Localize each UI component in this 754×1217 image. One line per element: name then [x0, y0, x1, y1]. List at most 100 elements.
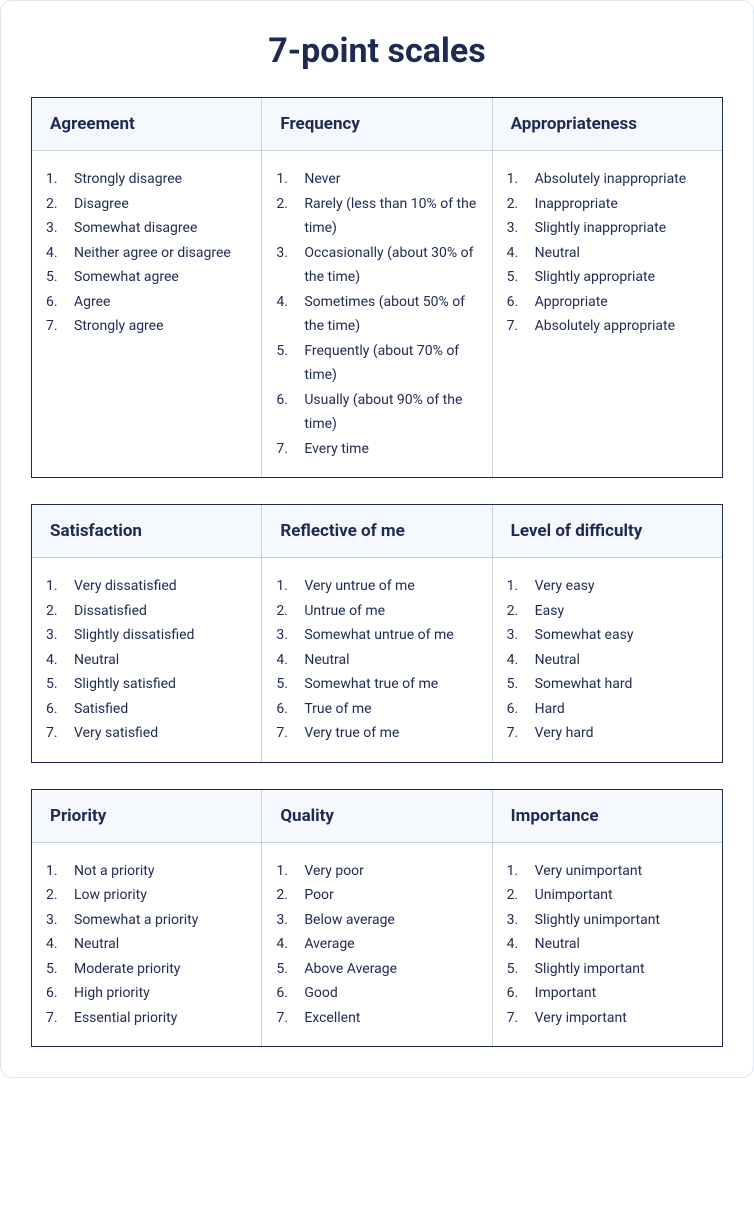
scale-item: Somewhat a priority [46, 908, 249, 933]
scale-col-appropriateness: Appropriateness Absolutely inappropriate… [493, 98, 722, 477]
scale-col-agreement: Agreement Strongly disagree Disagree Som… [32, 98, 262, 477]
scale-body: Very unimportant Unimportant Slightly un… [493, 843, 722, 1047]
scale-item: Very untrue of me [276, 574, 479, 599]
scale-item: Never [276, 167, 479, 192]
scale-item: Strongly agree [46, 314, 249, 339]
scale-item: Easy [507, 599, 710, 624]
scale-item: Somewhat disagree [46, 216, 249, 241]
scale-item: Rarely (less than 10% of the time) [276, 192, 479, 241]
scale-item: Neutral [507, 932, 710, 957]
scale-heading: Frequency [262, 98, 491, 151]
scale-item: Essential priority [46, 1006, 249, 1031]
scale-item: Somewhat agree [46, 265, 249, 290]
scale-col-satisfaction: Satisfaction Very dissatisfied Dissatisf… [32, 505, 262, 762]
scales-card: 7-point scales Agreement Strongly disagr… [0, 0, 754, 1078]
scale-item: Not a priority [46, 859, 249, 884]
scale-item: Disagree [46, 192, 249, 217]
scale-list: Very untrue of me Untrue of me Somewhat … [276, 574, 479, 746]
scale-heading: Appropriateness [493, 98, 722, 151]
scale-body: Absolutely inappropriate Inappropriate S… [493, 151, 722, 355]
scale-item: Satisfied [46, 697, 249, 722]
scale-item: Slightly appropriate [507, 265, 710, 290]
scale-row-1: Agreement Strongly disagree Disagree Som… [31, 97, 723, 478]
scale-heading: Importance [493, 790, 722, 843]
scale-item: Slightly dissatisfied [46, 623, 249, 648]
scale-heading: Level of difficulty [493, 505, 722, 558]
scale-body: Never Rarely (less than 10% of the time)… [262, 151, 491, 477]
scale-list: Never Rarely (less than 10% of the time)… [276, 167, 479, 461]
page-title: 7-point scales [31, 31, 723, 71]
scale-item: Unimportant [507, 883, 710, 908]
scale-item: Slightly satisfied [46, 672, 249, 697]
scale-item: Very easy [507, 574, 710, 599]
scale-item: Very unimportant [507, 859, 710, 884]
scale-item: Frequently (about 70% of time) [276, 339, 479, 388]
scale-item: Low priority [46, 883, 249, 908]
scale-item: Inappropriate [507, 192, 710, 217]
scale-body: Very dissatisfied Dissatisfied Slightly … [32, 558, 261, 762]
scale-col-difficulty: Level of difficulty Very easy Easy Somew… [493, 505, 722, 762]
scale-item: Poor [276, 883, 479, 908]
scale-item: Untrue of me [276, 599, 479, 624]
scale-item: Neither agree or disagree [46, 241, 249, 266]
scale-heading: Satisfaction [32, 505, 261, 558]
scale-item: Moderate priority [46, 957, 249, 982]
scale-body: Very untrue of me Untrue of me Somewhat … [262, 558, 491, 762]
scale-list: Very easy Easy Somewhat easy Neutral Som… [507, 574, 710, 746]
scale-item: High priority [46, 981, 249, 1006]
scale-item: Very hard [507, 721, 710, 746]
scale-item: Neutral [46, 932, 249, 957]
scale-item: Appropriate [507, 290, 710, 315]
scale-item: Slightly inappropriate [507, 216, 710, 241]
scale-item: Somewhat hard [507, 672, 710, 697]
scale-col-quality: Quality Very poor Poor Below average Ave… [262, 790, 492, 1047]
scale-list: Absolutely inappropriate Inappropriate S… [507, 167, 710, 339]
scale-item: Below average [276, 908, 479, 933]
scale-item: Neutral [507, 241, 710, 266]
scale-heading: Reflective of me [262, 505, 491, 558]
scale-col-priority: Priority Not a priority Low priority Som… [32, 790, 262, 1047]
scale-col-importance: Importance Very unimportant Unimportant … [493, 790, 722, 1047]
scale-item: Very true of me [276, 721, 479, 746]
scale-item: Somewhat true of me [276, 672, 479, 697]
scale-item: Absolutely appropriate [507, 314, 710, 339]
scale-body: Not a priority Low priority Somewhat a p… [32, 843, 261, 1047]
scale-item: Very poor [276, 859, 479, 884]
scale-item: Important [507, 981, 710, 1006]
scale-item: Agree [46, 290, 249, 315]
scale-item: Very dissatisfied [46, 574, 249, 599]
scale-heading: Quality [262, 790, 491, 843]
scale-item: Above Average [276, 957, 479, 982]
scale-item: Very satisfied [46, 721, 249, 746]
scale-item: Excellent [276, 1006, 479, 1031]
scale-body: Very poor Poor Below average Average Abo… [262, 843, 491, 1047]
scale-item: Slightly important [507, 957, 710, 982]
scale-item: Neutral [276, 648, 479, 673]
scale-item: Hard [507, 697, 710, 722]
scale-list: Very dissatisfied Dissatisfied Slightly … [46, 574, 249, 746]
scale-item: True of me [276, 697, 479, 722]
scale-col-frequency: Frequency Never Rarely (less than 10% of… [262, 98, 492, 477]
scale-item: Sometimes (about 50% of the time) [276, 290, 479, 339]
scale-item: Slightly unimportant [507, 908, 710, 933]
scale-list: Not a priority Low priority Somewhat a p… [46, 859, 249, 1031]
scale-item: Somewhat easy [507, 623, 710, 648]
scale-list: Strongly disagree Disagree Somewhat disa… [46, 167, 249, 339]
scale-item: Absolutely inappropriate [507, 167, 710, 192]
scale-heading: Agreement [32, 98, 261, 151]
scale-list: Very unimportant Unimportant Slightly un… [507, 859, 710, 1031]
scale-item: Average [276, 932, 479, 957]
scale-item: Dissatisfied [46, 599, 249, 624]
scale-item: Usually (about 90% of the time) [276, 388, 479, 437]
scale-item: Somewhat untrue of me [276, 623, 479, 648]
scale-body: Very easy Easy Somewhat easy Neutral Som… [493, 558, 722, 762]
scale-item: Neutral [46, 648, 249, 673]
scale-item: Strongly disagree [46, 167, 249, 192]
scale-col-reflective: Reflective of me Very untrue of me Untru… [262, 505, 492, 762]
scale-row-2: Satisfaction Very dissatisfied Dissatisf… [31, 504, 723, 763]
scale-list: Very poor Poor Below average Average Abo… [276, 859, 479, 1031]
scale-body: Strongly disagree Disagree Somewhat disa… [32, 151, 261, 355]
scale-item: Every time [276, 437, 479, 462]
scale-item: Neutral [507, 648, 710, 673]
scale-item: Good [276, 981, 479, 1006]
